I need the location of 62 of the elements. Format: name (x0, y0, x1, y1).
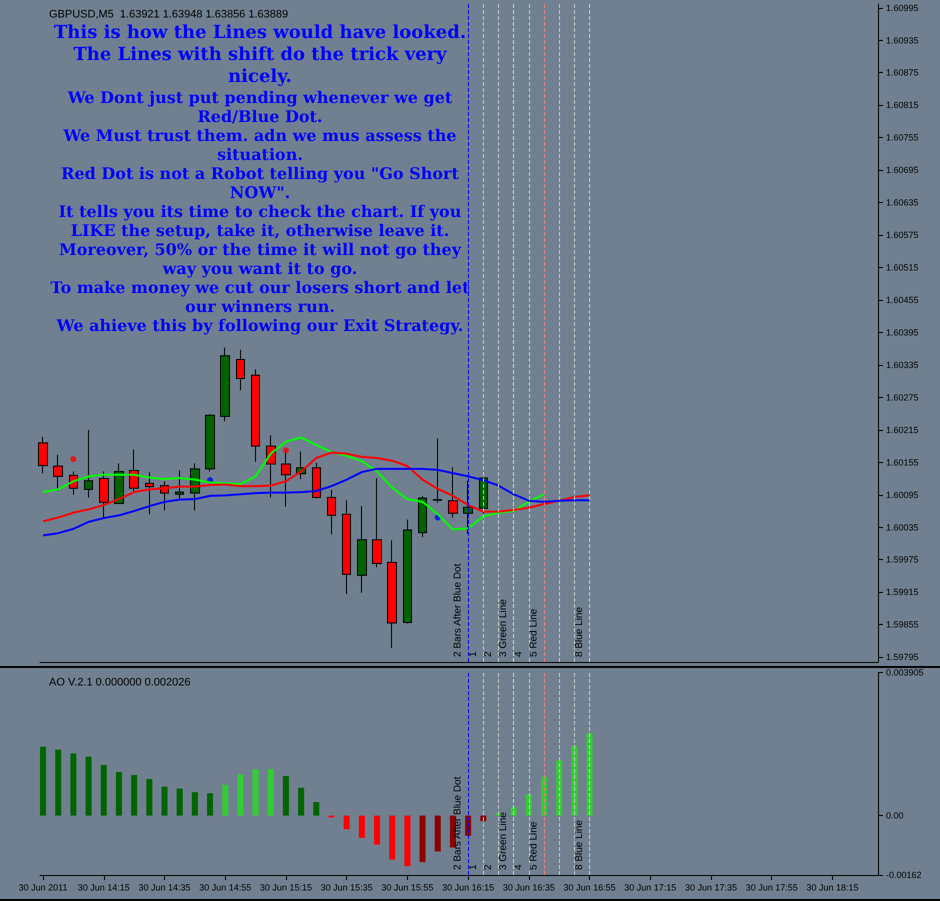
x-tick-label: 30 Jun 16:15 (442, 882, 494, 892)
ref-line-label: 1 (468, 864, 479, 870)
x-tick-label: 30 Jun 14:15 (78, 882, 130, 892)
ref-line-label: 4 (513, 864, 524, 870)
y-tick-label: -0.00162 (886, 870, 922, 880)
annotation: We Dont just put pending whenever we get Red/Blue Dot. (66, 88, 454, 126)
y-tick-label: 1.60395 (886, 327, 919, 338)
y-tick-label: 1.60995 (886, 2, 919, 13)
y-tick-label: 1.60575 (886, 230, 919, 240)
x-tick-label: 30 Jun 16:35 (502, 882, 555, 892)
y-tick-label: 1.59855 (886, 620, 919, 630)
x-tick-label: 30 Jun 14:35 (138, 882, 191, 892)
x-tick-label: 30 Jun 2011 (18, 882, 68, 892)
annotation: Red Dot is not a Robot telling you "Go Short NOW". (60, 164, 460, 202)
annotation: It tells you its time to check the chart. If you LIKE the setup, take it, otherwise leave it. (58, 202, 462, 240)
y-tick-label: 1.60155 (886, 457, 919, 468)
x-tick-label: 30 Jun 15:35 (320, 882, 373, 892)
x-tick-label: 30 Jun 15:55 (381, 882, 434, 892)
ref-line-label: 5 Red Line (528, 608, 540, 657)
ref-line-label: 2 (482, 651, 494, 657)
y-tick-label: 1.60875 (886, 68, 919, 78)
annotation: Moreover, 50% or the time it will not go they way you want it to go. (58, 240, 462, 278)
x-tick-label: 30 Jun 18:15 (806, 882, 858, 892)
ref-line-label: 3 Green Line (498, 812, 510, 870)
y-tick-label: 1.60275 (886, 392, 919, 402)
x-tick-label: 30 Jun 14:55 (199, 882, 252, 892)
ref-line-label: 8 Blue Line (574, 606, 586, 657)
y-tick-label: 1.60335 (886, 360, 919, 370)
ref-line-label: 2 Bars After Blue Dot (452, 563, 464, 657)
x-tick-label: 30 Jun 15:15 (260, 882, 312, 892)
ref-line-label: 5 Red Line (528, 821, 540, 870)
ref-line-label: 4 (513, 651, 524, 657)
x-tick-label: 30 Jun 16:55 (564, 882, 616, 892)
y-tick-label: 1.60815 (886, 100, 919, 110)
ref-line-label: 2 (482, 864, 494, 870)
chart-title: GBPUSD,M5 1.63921 1.63948 1.63856 1.63889 (49, 8, 288, 20)
ref-line-label: 2 Bars After Blue Dot (452, 776, 464, 870)
ref-line-label: 8 Blue Line (574, 820, 586, 870)
y-tick-label: 1.60215 (886, 424, 919, 435)
annotation: We ahieve this by following our Exit Strategy. (56, 316, 464, 335)
y-tick-label: 1.60695 (886, 165, 919, 176)
annotation: This is how the Lines would have looked. The Lines with shift do the trick very nicely. (52, 22, 468, 88)
y-tick-label: 1.60755 (886, 132, 919, 143)
y-tick-label: 1.60035 (886, 522, 919, 532)
ref-line-label: 1 (468, 651, 479, 657)
x-tick-label: 30 Jun 17:15 (624, 882, 676, 892)
y-tick-label: 1.59975 (886, 554, 919, 565)
y-tick-label: 0.003905 (886, 668, 924, 678)
chart-title: AO V.2.1 0.000000 0.002026 (49, 676, 190, 688)
y-tick-label: 1.60095 (886, 490, 919, 500)
x-tick-label: 30 Jun 17:35 (684, 882, 738, 892)
y-tick-label: 1.59915 (886, 587, 919, 598)
y-tick-label: 1.60515 (886, 262, 919, 273)
y-tick-label: 1.60635 (886, 198, 919, 208)
y-tick-label: 0.00 (886, 810, 904, 821)
y-tick-label: 1.59795 (886, 652, 919, 662)
annotation: We Must trust them. adn we mus assess the situation. (62, 126, 458, 164)
x-tick-label: 30 Jun 17:55 (746, 882, 798, 892)
y-tick-label: 1.60455 (886, 294, 919, 305)
ref-line-label: 3 Green Line (498, 598, 510, 657)
annotation: To make money we cut our losers short and let our winners run. (50, 278, 470, 316)
y-tick-label: 1.60935 (886, 35, 919, 46)
